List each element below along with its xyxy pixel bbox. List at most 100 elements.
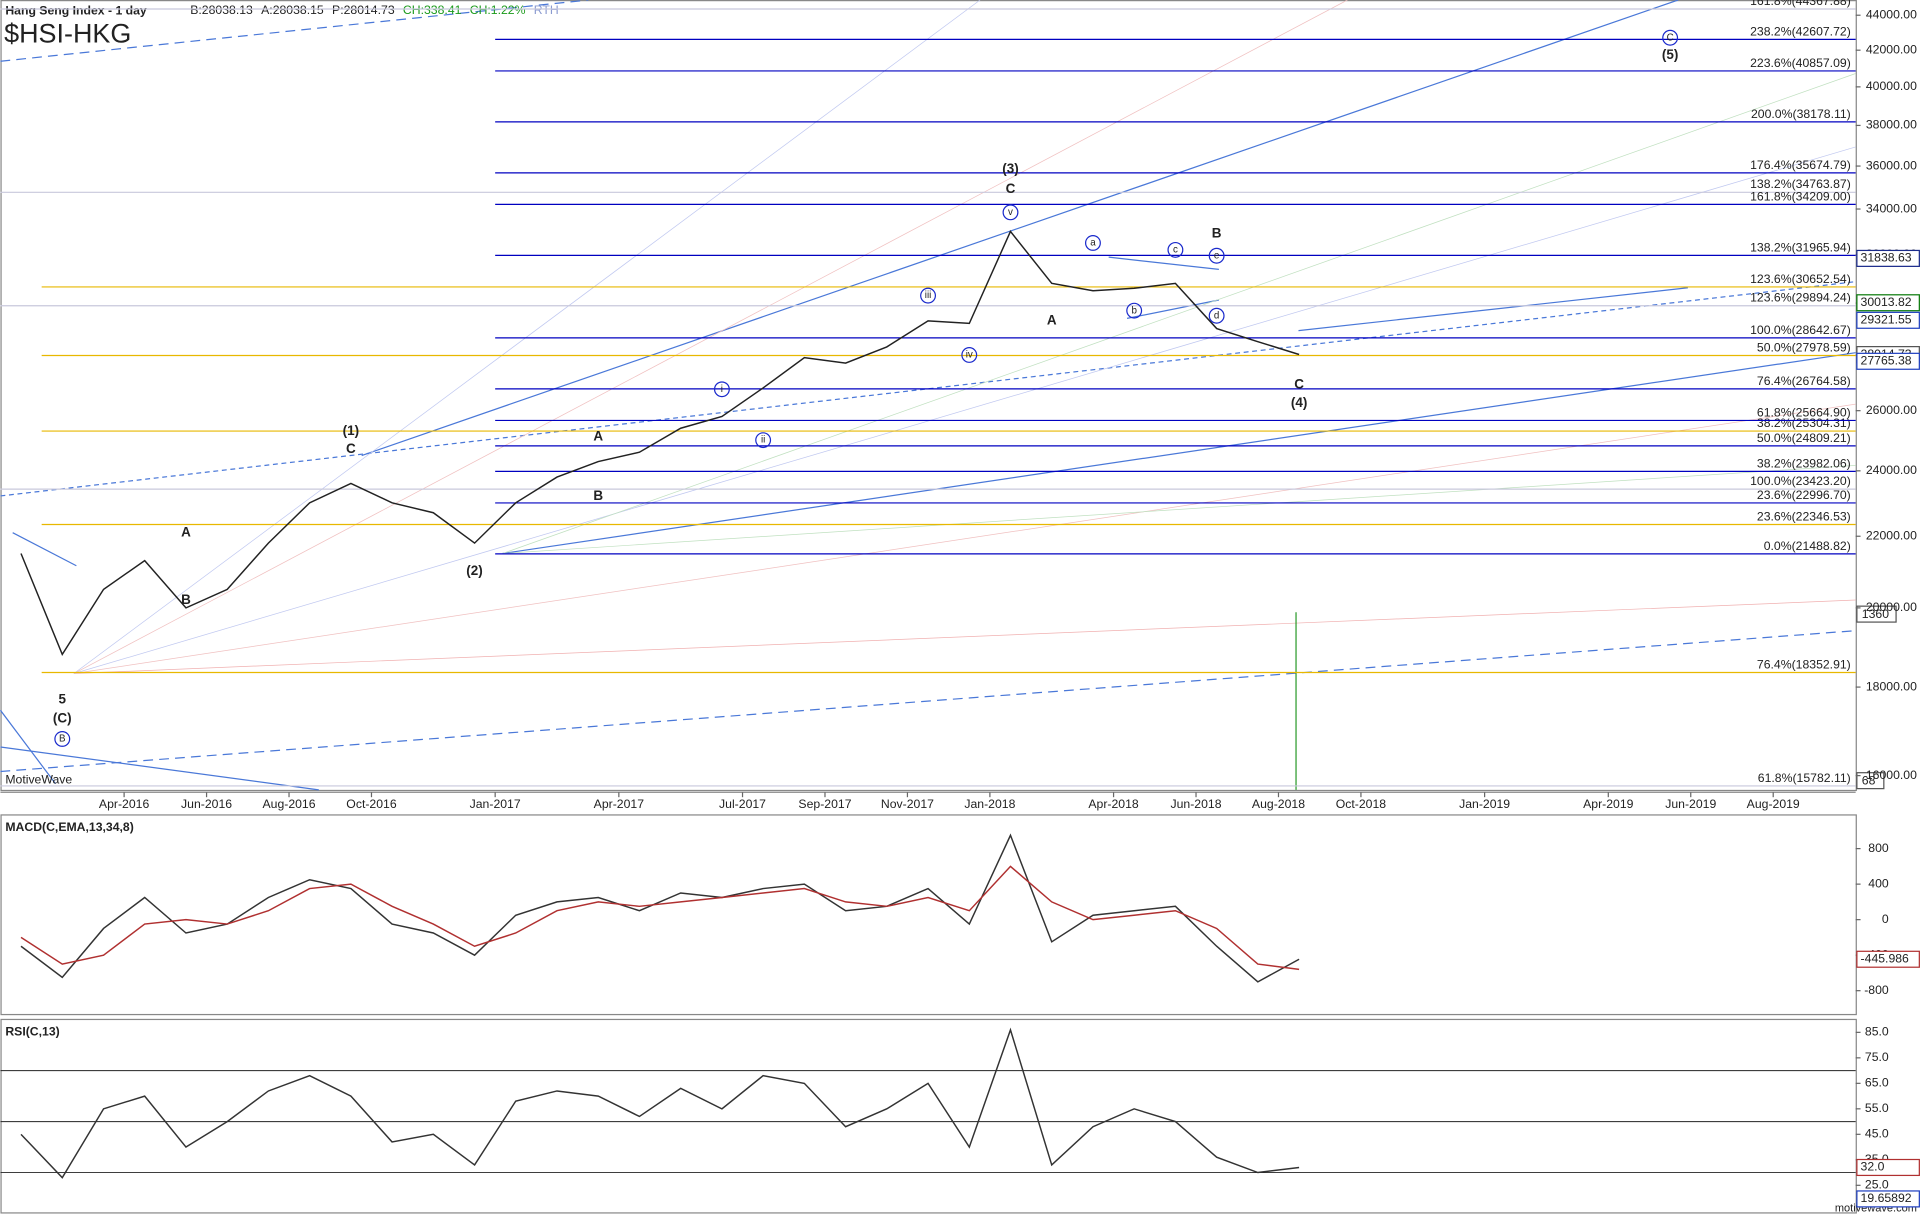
dashed-top <box>0 0 589 62</box>
x-tick-label: Aug-2016 <box>262 797 315 811</box>
fib-label: 161.8%(44367.88) <box>1750 0 1851 8</box>
fib-label: 38.2%(23982.06) <box>1757 456 1851 470</box>
wave-label: B <box>593 488 603 503</box>
symbol: $HSI-HKG <box>4 19 131 49</box>
fib-label: 123.6%(29894.24) <box>1750 291 1851 305</box>
wave-label: iv <box>966 350 973 361</box>
indicator-tag-label: 68 <box>1862 774 1876 788</box>
quote-field: CH:338.41 <box>403 3 462 17</box>
y-tick-label: 800 <box>1868 841 1889 855</box>
wave-label: d <box>1214 310 1219 321</box>
y-tick-label: 16000.00 <box>1866 768 1917 782</box>
quote-field: CH:1.22% <box>470 3 526 17</box>
x-tick-label: Jun-2016 <box>181 797 232 811</box>
wave-label: v <box>1008 207 1013 218</box>
price-tag <box>1856 249 1920 267</box>
price-tag <box>1856 1158 1920 1177</box>
indicator-tag <box>1856 772 1885 790</box>
x-tick-label: Apr-2016 <box>99 797 150 811</box>
wave-label: i <box>721 384 723 395</box>
fib-label: 223.6%(40857.09) <box>1750 56 1851 70</box>
fib-label: 123.6%(30652.54) <box>1750 272 1851 286</box>
wave-label: (5) <box>1662 47 1678 62</box>
triangle-bottom <box>1126 299 1220 319</box>
wave-label: C <box>1294 377 1304 392</box>
x-tick-label: Jul-2017 <box>719 797 766 811</box>
wave-label: B <box>1212 225 1222 240</box>
fib-label: 161.8%(34209.00) <box>1750 189 1851 203</box>
fib-label: 100.0%(23423.20) <box>1750 474 1851 488</box>
wave-label: C <box>1667 32 1674 43</box>
y-tick-label: 85.0 <box>1865 1025 1889 1039</box>
footer: motivewave.com <box>1835 1203 1917 1215</box>
fib-label: 76.4%(18352.91) <box>1757 657 1851 671</box>
fib-label: 23.6%(22346.53) <box>1757 509 1851 523</box>
fan-line <box>502 73 1856 554</box>
price-tag-label: 27765.38 <box>1861 354 1912 368</box>
price-tag-label: 19.65892 <box>1861 1191 1912 1205</box>
x-tick-label: Jan-2019 <box>1459 797 1510 811</box>
trendlines <box>0 0 1856 791</box>
chart-title: Hang Seng Index - 1 day <box>5 3 147 17</box>
wave-circle <box>1002 204 1019 221</box>
y-tick-label: 44000.00 <box>1866 7 1917 21</box>
wave-label: ii <box>761 435 765 446</box>
x-tick-label: Jan-2018 <box>964 797 1015 811</box>
x-tick-label: Apr-2017 <box>594 797 645 811</box>
fan-line <box>73 146 1856 674</box>
y-tick-label: 400 <box>1868 876 1889 890</box>
rsi-panel <box>0 1018 1857 1214</box>
price-tag <box>1856 311 1920 329</box>
wave-label: B <box>59 734 66 745</box>
x-tick-label: Oct-2016 <box>346 797 397 811</box>
fan-line <box>73 403 1856 674</box>
price-tag-label: 30013.82 <box>1861 295 1912 309</box>
wave-label: A <box>181 524 191 539</box>
wave-circle <box>920 287 937 304</box>
fib-label: 61.8%(15782.11) <box>1758 771 1851 785</box>
wave-label: A <box>593 429 603 444</box>
x-tick-label: Apr-2019 <box>1583 797 1634 811</box>
fib-label: 176.4%(35674.79) <box>1750 158 1851 172</box>
x-tick-label: Jun-2018 <box>1171 797 1222 811</box>
wave-circle <box>755 432 772 449</box>
wave-circle <box>1208 247 1225 264</box>
y-tick-label: 45.0 <box>1865 1127 1889 1141</box>
quote-field: A:28038.15 <box>261 3 324 17</box>
wave-circle <box>1126 302 1143 319</box>
fan-line <box>502 464 1856 554</box>
fib-label: 50.0%(24809.21) <box>1757 431 1851 445</box>
price-tag <box>1856 950 1920 968</box>
y-tick-label: 36000.00 <box>1866 158 1917 172</box>
wave-circle <box>1167 241 1184 258</box>
channel-inner <box>1298 287 1688 332</box>
x-tick-label: Apr-2018 <box>1088 797 1139 811</box>
fib-label: 138.2%(34763.87) <box>1750 177 1851 191</box>
quote-field: B:28038.13 <box>190 3 253 17</box>
y-tick-label: -800 <box>1864 983 1889 997</box>
wave-circle <box>1084 234 1101 251</box>
price-tag-label: 32.0 <box>1861 1160 1885 1174</box>
y-tick-label: 0 <box>1882 912 1889 926</box>
panel-title: MACD(C,EMA,13,34,8) <box>5 820 134 834</box>
wave-label: 5 <box>59 691 67 706</box>
y-tick-label: 38000.00 <box>1866 118 1917 132</box>
y-tick-label: 42000.00 <box>1866 42 1917 56</box>
x-tick-label: Nov-2017 <box>881 797 934 811</box>
fib-label: 200.0%(38178.11) <box>1751 107 1851 121</box>
x-tick-label: Aug-2018 <box>1252 797 1305 811</box>
fib-label: 100.0%(28642.67) <box>1750 323 1851 337</box>
series-line <box>20 833 1300 983</box>
fib-label: 50.0%(27978.59) <box>1757 340 1851 354</box>
fan-line <box>73 0 1348 674</box>
series-line <box>20 865 1300 971</box>
y-tick-label: 55.0 <box>1865 1101 1889 1115</box>
fib-label: 38.2%(25304.31) <box>1757 416 1851 430</box>
price-tag <box>1856 352 1920 370</box>
wave-circle <box>1662 29 1679 46</box>
quote-line: B:28038.13 A:28038.15 P:28014.73 CH:338.… <box>190 3 559 17</box>
fan-lines <box>73 0 1856 674</box>
down-line <box>12 532 77 567</box>
